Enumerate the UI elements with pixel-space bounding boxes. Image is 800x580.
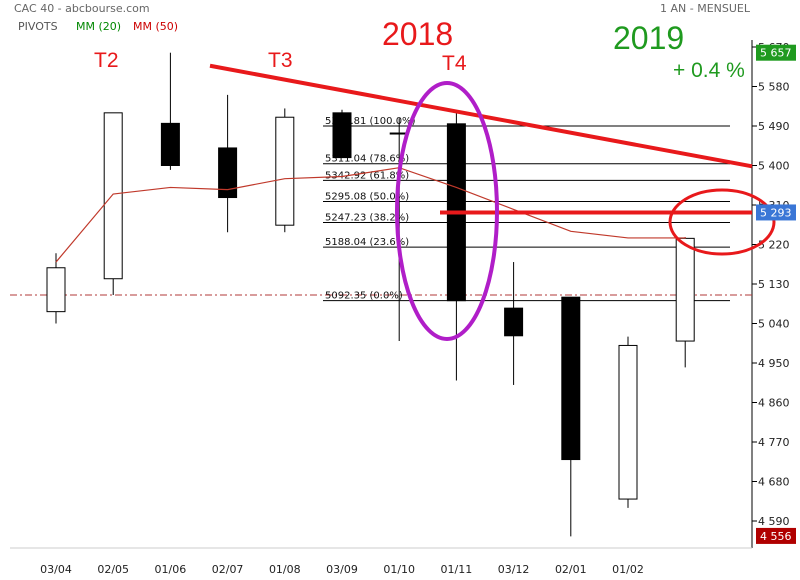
fibonacci-label: 5397.81 (100.0%) xyxy=(325,116,416,127)
legend-mm50[interactable]: MM (50) xyxy=(133,20,179,33)
fibonacci-label: 5247.23 (38.2%) xyxy=(325,213,409,224)
fibonacci-label: 5188.04 (23.6%) xyxy=(325,237,409,248)
candle-body xyxy=(332,112,352,159)
y-tick-label: 4 590 xyxy=(758,515,790,528)
fibonacci-label: 5311.04 (78.6%) xyxy=(325,154,409,165)
fibonacci-label: 5342.92 (61.8%) xyxy=(325,170,409,181)
y-tick-label: 5 220 xyxy=(758,239,790,252)
candle-body xyxy=(46,267,66,313)
x-tick-label: 02/05 xyxy=(97,563,129,576)
y-tick-label: 5 040 xyxy=(758,318,790,331)
annotation-2018: 2018 xyxy=(382,16,454,52)
x-tick-label: 02/07 xyxy=(212,563,244,576)
current-price-ellipse xyxy=(668,188,776,256)
candle-body xyxy=(561,296,581,461)
max-price-badge: 5 657 xyxy=(756,44,796,61)
legend-pivots[interactable]: PIVOTS xyxy=(18,20,58,33)
chart-period: 1 AN - MENSUEL xyxy=(660,2,750,15)
fibonacci-label: 5092.35 (0.0%) xyxy=(325,291,403,302)
x-tick-label: 01/08 xyxy=(269,563,301,576)
candle-body xyxy=(504,307,524,337)
max-price-badge-label: 5 657 xyxy=(760,47,792,60)
x-tick-label: 01/06 xyxy=(155,563,187,576)
y-tick-label: 5 130 xyxy=(758,278,790,291)
last-price-badge-label: 5 293 xyxy=(760,206,792,219)
x-tick-label: 03/12 xyxy=(498,563,530,576)
candle-body xyxy=(618,344,638,500)
x-tick-label: 02/01 xyxy=(555,563,587,576)
chart-title: CAC 40 - abcbourse.com xyxy=(14,2,150,15)
candle-body xyxy=(675,237,695,342)
y-tick-label: 5 490 xyxy=(758,120,790,133)
x-tick-label: 01/10 xyxy=(383,563,415,576)
fibonacci-label: 5295.08 (50.0%) xyxy=(325,191,409,202)
y-tick-label: 5 580 xyxy=(758,81,790,94)
y-tick-label: 4 860 xyxy=(758,397,790,410)
annotation-t3: T3 xyxy=(268,49,293,72)
x-tick-label: 01/02 xyxy=(612,563,644,576)
y-tick-label: 4 770 xyxy=(758,436,790,449)
y-tick-label: 4 680 xyxy=(758,476,790,489)
candle-body xyxy=(103,112,123,280)
annotation-2019: 2019 xyxy=(613,20,685,56)
last-price-badge: 5 293 xyxy=(756,204,796,221)
max-price-badge-box xyxy=(756,44,796,61)
candle-body xyxy=(218,147,238,199)
candle-body xyxy=(275,116,295,226)
last-price-badge-box xyxy=(756,204,796,221)
x-tick-label: 03/04 xyxy=(40,563,72,576)
min-price-badge-box xyxy=(756,527,796,544)
y-tick-label: 5 400 xyxy=(758,160,790,173)
highlight-ellipse xyxy=(395,81,499,341)
min-price-badge-label: 4 556 xyxy=(760,530,792,543)
y-tick-label: 4 950 xyxy=(758,357,790,370)
annotation-t4: T4 xyxy=(442,52,467,75)
candle-body xyxy=(160,122,180,167)
min-price-badge: 4 556 xyxy=(756,527,796,544)
x-tick-label: 01/11 xyxy=(441,563,473,576)
annotation-change: + 0.4 % xyxy=(673,59,745,82)
legend-mm20[interactable]: MM (20) xyxy=(76,20,122,33)
x-tick-label: 03/09 xyxy=(326,563,358,576)
annotation-t2: T2 xyxy=(94,49,119,72)
